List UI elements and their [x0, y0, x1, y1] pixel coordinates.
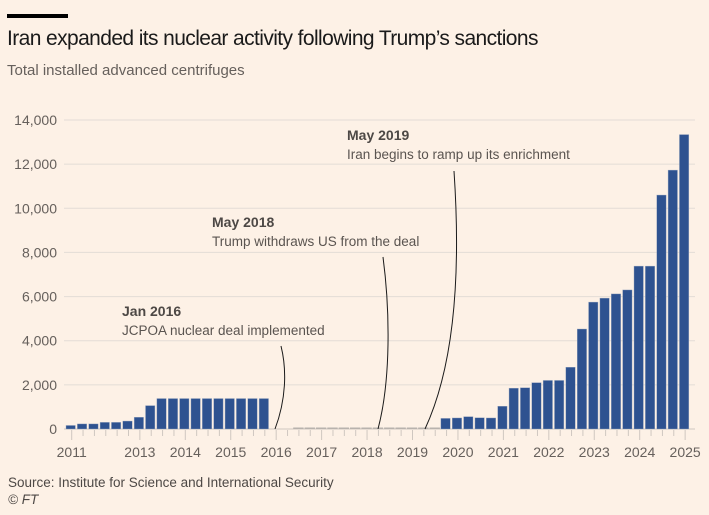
bar	[213, 398, 224, 430]
annotation-text: Trump withdraws US from the deal	[212, 234, 419, 249]
bar	[463, 416, 474, 430]
bar	[542, 380, 553, 430]
x-tick-label: 2011	[57, 444, 87, 460]
bar	[520, 387, 531, 430]
bar	[111, 422, 122, 430]
bar	[588, 301, 599, 430]
y-tick-label: 0	[49, 421, 57, 437]
y-tick-label: 4,000	[22, 333, 57, 349]
y-tick-label: 8,000	[22, 244, 57, 260]
x-tick-label: 2020	[442, 444, 473, 460]
bar	[474, 417, 485, 430]
bar	[384, 427, 395, 429]
bar	[247, 398, 258, 430]
source-note: Source: Institute for Science and Intern…	[8, 475, 334, 490]
bar	[508, 387, 519, 430]
annotation-title: May 2018	[212, 214, 274, 230]
annotation-text: Iran begins to ramp up its enrichment	[347, 147, 570, 162]
bar	[361, 427, 372, 429]
bar	[599, 297, 610, 430]
bar	[667, 169, 678, 430]
y-tick-label: 10,000	[14, 200, 57, 216]
bar	[418, 427, 429, 429]
annotations: Jan 2016 JCPOA nuclear deal implemented Ma…	[122, 127, 570, 430]
bar	[633, 265, 644, 430]
bar	[179, 398, 190, 430]
bar-chart: 02,0004,0006,0008,00010,00012,00014,000 …	[14, 112, 701, 460]
bar	[293, 427, 304, 429]
bar	[531, 382, 542, 430]
x-tick-label: 2013	[124, 444, 155, 460]
annotation-leader-line	[424, 170, 457, 430]
bars	[65, 134, 690, 430]
bar	[440, 418, 451, 430]
x-tick-label: 2025	[670, 444, 701, 460]
bar	[611, 293, 621, 430]
bar	[145, 405, 156, 430]
bar	[486, 417, 496, 430]
x-tick-label: 2017	[306, 444, 337, 460]
bar	[65, 425, 76, 430]
y-tick-label: 2,000	[22, 377, 57, 393]
bar	[497, 406, 508, 430]
annotation-title: May 2019	[347, 127, 409, 143]
annotation-leader-line	[274, 345, 286, 430]
x-axis: 2011 2013 2014 2015 2016 2017 2018 2019 2020 2021…	[57, 430, 701, 460]
x-tick-label: 2022	[533, 444, 564, 460]
bar	[315, 427, 327, 429]
x-tick-label: 2024	[624, 444, 655, 460]
bar	[168, 398, 178, 430]
bar	[656, 194, 667, 430]
bar	[156, 398, 167, 430]
y-tick-label: 6,000	[22, 289, 57, 305]
y-axis-labels: 0 2,000 4,000 6,000 8,000 10,000 12,000 14,000	[14, 112, 57, 437]
y-tick-label: 12,000	[14, 156, 57, 172]
bar	[679, 134, 690, 430]
x-tick-label: 2023	[579, 444, 610, 460]
bar	[554, 380, 565, 430]
bar	[236, 398, 246, 430]
bar	[133, 417, 144, 430]
title-accent-bar	[7, 14, 68, 18]
bar	[327, 427, 338, 429]
bar	[350, 427, 361, 429]
x-tick-label: 2015	[215, 444, 246, 460]
bar	[304, 427, 315, 429]
bar	[190, 398, 201, 430]
bar	[452, 417, 462, 430]
x-tick-label: 2018	[351, 444, 382, 460]
bar	[622, 289, 633, 430]
chart-subtitle: Total installed advanced centrifuges	[7, 62, 245, 79]
x-tick-label: 2014	[170, 444, 201, 460]
bar	[224, 398, 235, 430]
bar	[99, 422, 110, 430]
bar	[645, 265, 655, 430]
chart-title: Iran expanded its nuclear activity follo…	[7, 27, 538, 50]
bar	[406, 427, 418, 429]
x-tick-label: 2021	[488, 444, 519, 460]
annotation-title: Jan 2016	[122, 303, 181, 319]
x-tick-label: 2016	[261, 444, 292, 460]
bar	[202, 398, 212, 430]
bar	[122, 420, 133, 430]
annotation-leader-line	[377, 256, 389, 430]
bar	[395, 427, 406, 429]
x-tick-label: 2019	[397, 444, 428, 460]
bar	[258, 398, 269, 430]
bar	[88, 423, 99, 430]
y-tick-label: 14,000	[14, 112, 57, 128]
annotation-text: JCPOA nuclear deal implemented	[122, 323, 325, 338]
bar	[429, 427, 440, 429]
bar	[577, 328, 587, 430]
bar	[77, 423, 87, 430]
copyright: © FT	[8, 492, 39, 507]
bar	[565, 367, 576, 430]
bar	[338, 427, 350, 429]
